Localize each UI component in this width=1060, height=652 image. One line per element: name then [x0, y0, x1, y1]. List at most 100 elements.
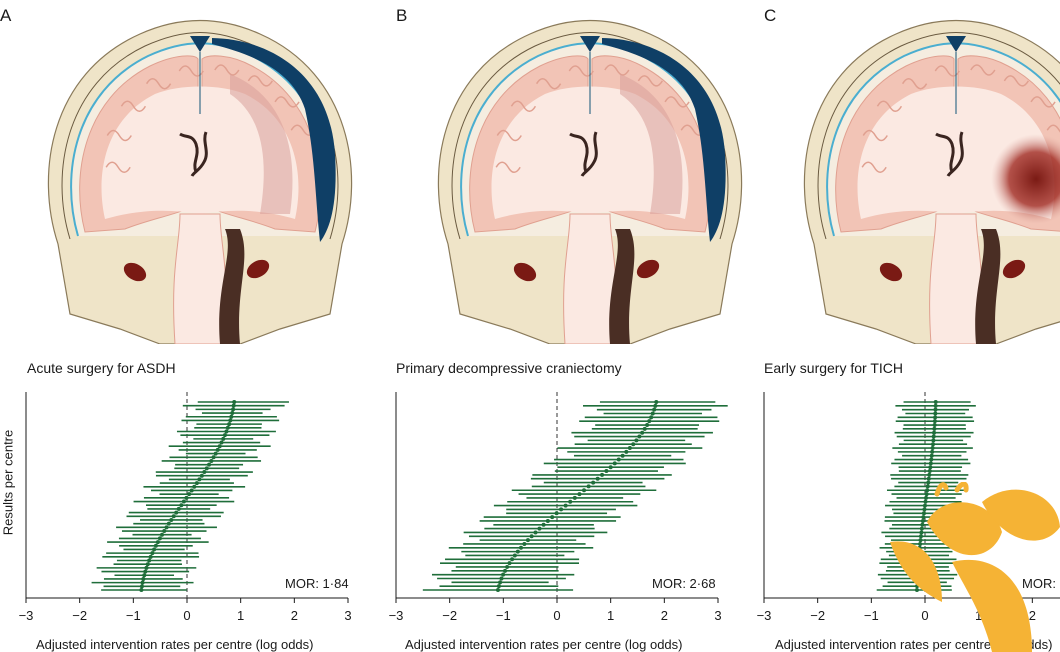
centre-estimate — [554, 511, 559, 516]
centre-estimate — [631, 442, 636, 447]
centre-estimate — [612, 461, 617, 466]
centre-estimate — [928, 461, 933, 466]
centre-estimate — [174, 510, 179, 515]
centre-estimate — [926, 480, 931, 485]
centre-estimate — [595, 476, 600, 481]
subdural-hematoma — [212, 38, 336, 242]
vessel-left — [879, 262, 903, 282]
centre-estimate — [654, 400, 659, 404]
centre-estimate — [496, 584, 501, 589]
centre-estimate — [139, 588, 144, 592]
x-tick-label: 2 — [1029, 608, 1036, 623]
x-tick-label: 3 — [714, 608, 721, 623]
centre-estimate — [157, 536, 162, 541]
centre-estimate — [495, 588, 500, 592]
centre-estimate — [204, 466, 209, 471]
centre-estimate — [162, 529, 167, 534]
centre-estimate — [627, 446, 632, 451]
centre-estimate — [155, 540, 160, 545]
x-tick-label: −2 — [442, 608, 457, 623]
centre-estimate — [541, 522, 546, 527]
centre-estimate — [924, 492, 929, 497]
gyrus-fold — [876, 100, 903, 112]
x-tick-label: 2 — [291, 608, 298, 623]
sagittal-sinus — [190, 36, 210, 52]
gyrus-fold — [510, 100, 537, 112]
centre-estimate — [933, 403, 938, 408]
centre-estimate — [931, 438, 936, 443]
white-matter — [101, 86, 299, 219]
centre-estimate — [928, 465, 933, 470]
x-axis-label-b: Adjusted intervention rates per centre (… — [405, 637, 683, 652]
gyrus-fold — [970, 64, 996, 76]
brainstem — [929, 213, 983, 344]
centre-estimate — [525, 538, 530, 543]
centre-estimate — [147, 558, 152, 563]
centre-estimate — [559, 507, 564, 512]
gyrus-fold — [1003, 75, 1030, 87]
centre-estimate — [501, 572, 506, 577]
centre-estimate — [616, 457, 621, 462]
centre-estimate — [932, 430, 937, 435]
centre-estimate — [929, 457, 934, 462]
gyrus-fold — [105, 161, 131, 174]
centre-estimate — [231, 407, 236, 412]
x-tick-label: 2 — [661, 608, 668, 623]
x-axis-label-a: Adjusted intervention rates per centre (… — [36, 637, 314, 652]
bee-logo-icon — [890, 482, 1060, 652]
centre-estimate — [550, 515, 555, 520]
panel-letter-b: B — [396, 6, 408, 25]
centre-estimate — [918, 541, 923, 546]
centre-estimate — [620, 453, 625, 458]
centre-estimate — [184, 495, 189, 500]
sagittal-sinus — [580, 36, 600, 52]
logo-wing-right — [982, 489, 1060, 541]
centre-estimate — [499, 576, 504, 581]
centre-estimate — [591, 480, 596, 485]
ventricle — [179, 131, 208, 177]
centre-estimate — [563, 503, 568, 508]
centre-estimate — [503, 568, 508, 573]
centre-estimate — [600, 472, 605, 477]
x-axis-label-c: Adjusted intervention rates per centre (… — [775, 637, 1053, 652]
centre-estimate — [922, 503, 927, 508]
centre-estimate — [932, 426, 937, 431]
centre-estimate — [221, 436, 226, 441]
centre-estimate — [652, 407, 657, 412]
centre-estimate — [512, 553, 517, 558]
gyrus-fold — [495, 161, 521, 174]
centre-estimate — [202, 470, 207, 475]
centre-estimate — [640, 430, 645, 435]
centre-estimate — [923, 499, 928, 504]
logo-antennae — [934, 482, 969, 497]
subdural-hematoma — [602, 38, 726, 242]
centre-estimate — [522, 541, 527, 546]
gyrus-fold — [862, 129, 888, 142]
brain-illustration-asdh — [47, 19, 353, 344]
forest-plot-asdh: −3 −2 −1 0 1 2 3 — [19, 392, 352, 623]
centre-estimate — [145, 562, 150, 567]
centre-estimate — [582, 488, 587, 493]
centre-estimate — [498, 580, 503, 585]
centre-estimate — [933, 411, 938, 416]
centre-estimate — [153, 543, 158, 548]
centre-estimate — [586, 484, 591, 489]
centre-estimate — [507, 561, 512, 566]
centre-estimate — [642, 426, 647, 431]
centre-estimate — [187, 492, 192, 497]
logo-wing-left — [890, 541, 942, 602]
x-tick-label: 3 — [344, 608, 351, 623]
cerebellar-csf — [609, 229, 635, 344]
mor-label-c: MOR: — [1022, 576, 1056, 591]
x-tick-label: 0 — [183, 608, 190, 623]
centre-estimate — [143, 569, 148, 574]
centre-estimate — [931, 434, 936, 439]
centre-estimate — [150, 551, 155, 556]
white-matter — [491, 86, 689, 219]
panel-title-c: Early surgery for TICH — [764, 360, 903, 376]
centre-estimate — [650, 411, 655, 416]
x-tick-label: −3 — [19, 608, 34, 623]
brain-illustration-tich — [803, 19, 1060, 344]
centre-estimate — [926, 476, 931, 481]
centre-estimate — [920, 518, 925, 523]
